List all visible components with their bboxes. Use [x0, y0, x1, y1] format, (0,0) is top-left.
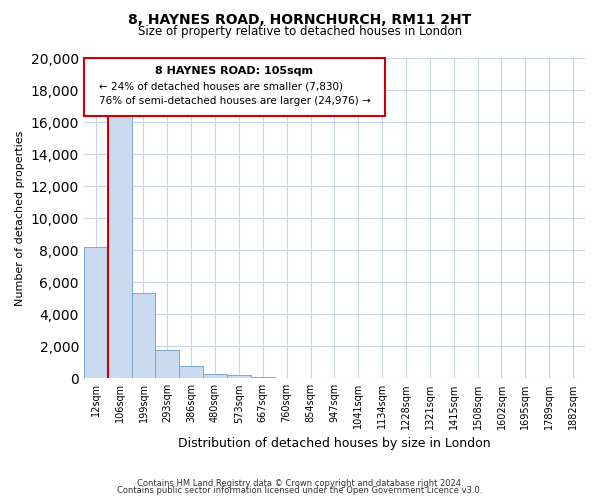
X-axis label: Distribution of detached houses by size in London: Distribution of detached houses by size …: [178, 437, 491, 450]
Text: 76% of semi-detached houses are larger (24,976) →: 76% of semi-detached houses are larger (…: [99, 96, 371, 106]
Bar: [227, 375, 251, 378]
Bar: [131, 294, 155, 378]
Text: Contains HM Land Registry data © Crown copyright and database right 2024.: Contains HM Land Registry data © Crown c…: [137, 478, 463, 488]
Bar: [84, 247, 107, 378]
FancyBboxPatch shape: [84, 58, 385, 116]
Text: 8 HAYNES ROAD: 105sqm: 8 HAYNES ROAD: 105sqm: [155, 66, 313, 76]
Y-axis label: Number of detached properties: Number of detached properties: [15, 130, 25, 306]
Text: Contains public sector information licensed under the Open Government Licence v3: Contains public sector information licen…: [118, 486, 482, 495]
Bar: [107, 114, 131, 378]
Bar: [179, 366, 203, 378]
Text: Size of property relative to detached houses in London: Size of property relative to detached ho…: [138, 25, 462, 38]
Bar: [203, 374, 227, 378]
Bar: [155, 350, 179, 378]
Text: 8, HAYNES ROAD, HORNCHURCH, RM11 2HT: 8, HAYNES ROAD, HORNCHURCH, RM11 2HT: [128, 12, 472, 26]
Bar: [251, 376, 275, 378]
Text: ← 24% of detached houses are smaller (7,830): ← 24% of detached houses are smaller (7,…: [99, 81, 343, 91]
